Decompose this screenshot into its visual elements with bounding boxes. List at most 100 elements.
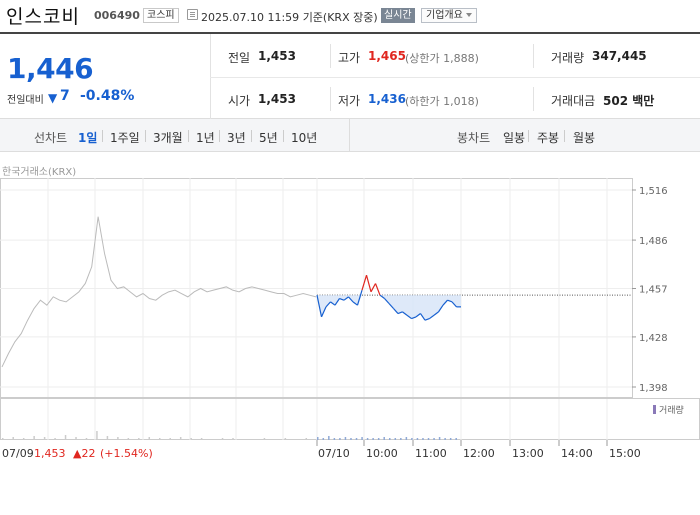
- volume-bar: [389, 438, 391, 440]
- divider: [251, 130, 252, 142]
- volume-bar: [232, 438, 234, 440]
- volume-bar: [377, 438, 380, 440]
- volume-bar: [284, 438, 287, 440]
- volume-bar: [344, 437, 347, 440]
- today-line-segment: [429, 314, 435, 320]
- volume-bar: [339, 438, 341, 440]
- divider: [330, 44, 331, 68]
- current-price: 1,446: [7, 52, 94, 85]
- prev-close-value: 1,453: [258, 49, 296, 63]
- volume-bar: [427, 438, 430, 440]
- divider: [533, 44, 534, 68]
- volume-bar: [138, 438, 140, 440]
- volume-bar: [75, 437, 77, 440]
- volume-bar: [127, 438, 130, 440]
- x-tick-label: 13:00: [512, 447, 544, 460]
- today-line-segment: [370, 283, 377, 293]
- y-tick-label: 1,516: [639, 186, 668, 197]
- today-line-segment: [343, 296, 349, 301]
- y-tick-label: 1,486: [639, 236, 668, 247]
- divider: [283, 130, 284, 142]
- change-percent: -0.48%: [80, 88, 135, 104]
- volume-bar: [96, 431, 98, 440]
- volume-bar: [274, 439, 276, 440]
- tab-1d[interactable]: 1일: [78, 131, 98, 145]
- today-line-segment: [415, 313, 421, 318]
- volume-bar: [400, 438, 402, 440]
- low-value: 1,436: [368, 92, 406, 106]
- line-chart-label: 선차트: [34, 131, 68, 145]
- price-summary: 1,446 전일대비 ▼ 7 -0.48% 전일 1,453 시가 1,453 …: [0, 32, 700, 121]
- today-line-segment: [393, 308, 399, 314]
- divider: [564, 130, 565, 142]
- prev-day-date: 07/09: [2, 447, 34, 460]
- today-line-segment: [339, 297, 345, 301]
- today-line-segment: [424, 317, 430, 321]
- volume-bar: [64, 435, 67, 440]
- volume-bar: [328, 436, 330, 440]
- timestamp: 2025.07.10 11:59 기준(KRX 장중): [201, 11, 378, 24]
- y-tick-label: 1,428: [639, 333, 668, 344]
- volume-bar: [438, 437, 441, 440]
- today-line-segment: [334, 298, 340, 306]
- tab-weekly[interactable]: 주봉: [537, 131, 560, 145]
- tab-10y[interactable]: 10년: [291, 131, 318, 145]
- y-tick-label: 1,398: [639, 383, 668, 394]
- volume-bar: [366, 438, 369, 440]
- volume-bar: [179, 437, 182, 440]
- chevron-down-icon: [465, 13, 472, 17]
- divider: [219, 130, 220, 142]
- amount-label: 거래대금: [551, 94, 596, 108]
- volume-bar: [416, 438, 419, 440]
- volume-bar: [317, 437, 319, 440]
- stock-header: 인스코비 006490 코스피 2025.07.10 11:59 기준(KRX …: [0, 0, 700, 32]
- today-line-segment: [447, 299, 453, 303]
- period-tabs: 선차트 1일 1주일 3개월 1년 3년 5년 10년 봉차트 일봉 주봉 월봉: [0, 119, 700, 152]
- volume-bar: [355, 438, 358, 440]
- change-label: 전일대비: [7, 95, 44, 106]
- company-info-dropdown[interactable]: 기업개요: [421, 8, 477, 23]
- volume-bar: [433, 438, 435, 440]
- x-tick-label: 12:00: [463, 447, 495, 460]
- prev-day-change: ▲22: [73, 447, 95, 460]
- today-line-segment: [420, 313, 426, 321]
- open-label: 시가: [228, 94, 251, 108]
- today-line-segment: [406, 314, 412, 320]
- today-line-segment: [356, 289, 363, 306]
- volume-bar: [169, 438, 171, 440]
- volume-bar: [361, 437, 363, 440]
- volume-bar: [22, 438, 25, 440]
- tab-5y[interactable]: 5년: [259, 131, 278, 145]
- volume-bar: [54, 438, 56, 440]
- volume-bar: [2, 438, 4, 440]
- volume-bar: [253, 439, 255, 440]
- divider: [330, 87, 331, 111]
- volume-bar: [305, 438, 308, 440]
- today-line-segment: [365, 274, 372, 292]
- prev-close-label: 전일: [228, 51, 251, 65]
- realtime-button[interactable]: 실시간: [381, 8, 415, 23]
- down-triangle-icon: ▼: [48, 91, 58, 105]
- prev-day-line: [1, 216, 317, 368]
- high-value: 1,465: [368, 49, 406, 63]
- high-label: 고가: [338, 51, 361, 65]
- tab-3m[interactable]: 3개월: [153, 131, 183, 145]
- today-line-segment: [451, 301, 457, 308]
- tab-3y[interactable]: 3년: [227, 131, 246, 145]
- candle-chart-label: 봉차트: [457, 131, 491, 145]
- upper-limit: (상한가 1,888): [405, 52, 479, 65]
- volume-bar: [322, 438, 325, 440]
- today-line-segment: [433, 311, 439, 316]
- tab-1w[interactable]: 1주일: [110, 131, 140, 145]
- amount-value: 502 백만: [603, 94, 655, 108]
- tab-1y[interactable]: 1년: [196, 131, 215, 145]
- volume-bar: [200, 438, 203, 440]
- volume-bar: [85, 438, 88, 440]
- volume-bar: [242, 439, 245, 440]
- today-line-segment: [320, 306, 327, 318]
- divider: [145, 130, 146, 142]
- tab-monthly[interactable]: 월봉: [573, 131, 596, 145]
- market-badge: 코스피: [143, 8, 179, 23]
- tab-daily[interactable]: 일봉: [503, 131, 526, 145]
